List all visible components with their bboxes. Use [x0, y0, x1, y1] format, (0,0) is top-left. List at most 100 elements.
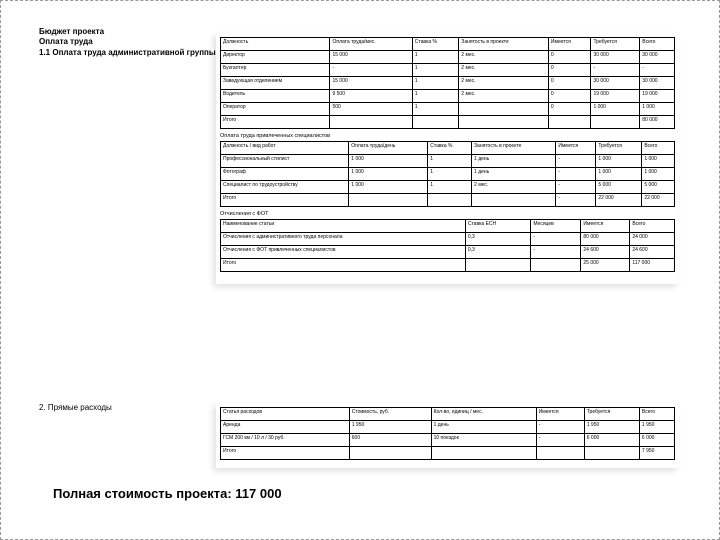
table-cell: 2 мес. [459, 77, 549, 90]
table-cell: - [640, 64, 675, 77]
table-cell: 24 000 [630, 233, 675, 246]
table-cell: 2 мес. [459, 64, 549, 77]
table-header-cell: Имеется [536, 408, 584, 421]
table-cell: 1 [412, 103, 459, 116]
table-cell: 1 день [472, 168, 556, 181]
table-cell [431, 447, 536, 460]
table-cell [584, 447, 639, 460]
header-line-3: 1.1 Оплата труда административной группы [39, 48, 216, 58]
table-fot: Наименование статьиСтавка ЕСНМесяцевИмее… [220, 219, 675, 272]
table-header-cell: Ставка % [412, 38, 459, 51]
table-cell: 1 000 [642, 168, 675, 181]
table-cell: 24 600 [581, 246, 630, 259]
tables-area-1: ДолжностьОплата труда/мес.Ставка %Занято… [216, 33, 679, 284]
table-cell: 1 000 [596, 155, 642, 168]
table-specialists: Должность / вид работОплата труда/деньСт… [220, 141, 675, 207]
table-cell: Бухгалтер [221, 64, 330, 77]
table-cell: 2 мес. [459, 90, 549, 103]
table-header-cell: Имеется [556, 142, 596, 155]
header-line-1: Бюджет проекта [39, 27, 216, 37]
table-cell: - [531, 246, 581, 259]
table-cell: 1 000 [349, 168, 428, 181]
table-cell: - [556, 194, 596, 207]
table-cell: 1 день [431, 421, 536, 434]
table-cell: 1 [428, 181, 472, 194]
table-cell: 6 000 [639, 434, 674, 447]
table-cell: 0 [548, 64, 591, 77]
table-cell [536, 447, 584, 460]
table-cell: Директор [221, 51, 330, 64]
table-cell: - [536, 421, 584, 434]
table-cell: - [531, 233, 581, 246]
table-header-cell: Статья расходов [221, 408, 350, 421]
table-cell: Водитель [221, 90, 330, 103]
table-header-cell: Имеется [581, 220, 630, 233]
table-cell: - [591, 64, 640, 77]
expenses-label: 2. Прямые расходы [39, 403, 112, 412]
table-cell: - [556, 168, 596, 181]
table-cell: 30 000 [640, 51, 675, 64]
table-cell: 500 [330, 103, 412, 116]
table-cell [472, 194, 556, 207]
table-cell: 24 600 [630, 246, 675, 259]
table-header-cell: Кол-во, единиц / мес. [431, 408, 536, 421]
table-cell: 1 [412, 90, 459, 103]
table-header-cell: Оплата труда/день [349, 142, 428, 155]
table-cell: 1 000 [642, 155, 675, 168]
table-cell [428, 194, 472, 207]
table-cell: 1 950 [584, 421, 639, 434]
table-cell: 1 950 [639, 421, 674, 434]
table-cell: 80 000 [640, 116, 675, 129]
table-cell: 10 поездок [431, 434, 536, 447]
table-cell: 1 000 [591, 103, 640, 116]
table-cell: 1 000 [596, 168, 642, 181]
table-header-cell: Занятость в проекте [459, 38, 549, 51]
table-cell: 1 [428, 168, 472, 181]
table-cell: 2 мес. [459, 51, 549, 64]
table-cell: Оператор [221, 103, 330, 116]
table-cell [591, 116, 640, 129]
table-cell: 30 000 [591, 51, 640, 64]
table-cell: ГСМ 200 км / 10 л / 30 руб. [221, 434, 350, 447]
table-cell: 0 [548, 90, 591, 103]
table-cell: 1 000 [349, 155, 428, 168]
table-cell: - [556, 181, 596, 194]
table-cell: Заведующая отделением [221, 77, 330, 90]
table-cell: Итого [221, 259, 466, 272]
table-cell [459, 116, 549, 129]
table-header-cell: Требуется [591, 38, 640, 51]
table-cell: 6 000 [584, 434, 639, 447]
table-cell: Специалист по трудоустройству [221, 181, 349, 194]
table-cell: 15 000 [330, 77, 412, 90]
table-cell: 117 000 [630, 259, 675, 272]
table-header-cell: Всего [642, 142, 675, 155]
table-header-cell: Требуется [584, 408, 639, 421]
table-cell: 19 000 [640, 90, 675, 103]
table-cell: 600 [349, 434, 431, 447]
table-cell: 1 день [472, 155, 556, 168]
table-header-cell: Месяцев [531, 220, 581, 233]
table-cell: 19 000 [591, 90, 640, 103]
table-cell: 22 000 [596, 194, 642, 207]
table-cell [459, 103, 549, 116]
table-cell: 9 500 [330, 90, 412, 103]
table-cell: 1 [412, 51, 459, 64]
table-cell [412, 116, 459, 129]
table-cell: 5 000 [596, 181, 642, 194]
table-expenses: Статья расходовСтоимость, руб.Кол-во, ед… [220, 407, 675, 460]
table-header-cell: Стоимость, руб. [349, 408, 431, 421]
section-3-title: Отчисления с ФОТ [220, 211, 675, 217]
table-header-cell: Имеется [548, 38, 591, 51]
table-cell: Итого [221, 116, 330, 129]
header-line-2: Оплата труда [39, 37, 216, 47]
table-cell: 0 [548, 51, 591, 64]
table-cell: 80 000 [581, 233, 630, 246]
table-cell: - [536, 434, 584, 447]
table-header-cell: Наименование статьи [221, 220, 466, 233]
table-cell [349, 447, 431, 460]
table-header-cell: Оплата труда/мес. [330, 38, 412, 51]
table-cell: 25 000 [581, 259, 630, 272]
table-cell [349, 194, 428, 207]
table-cell [531, 259, 581, 272]
table-cell: Аренда [221, 421, 350, 434]
